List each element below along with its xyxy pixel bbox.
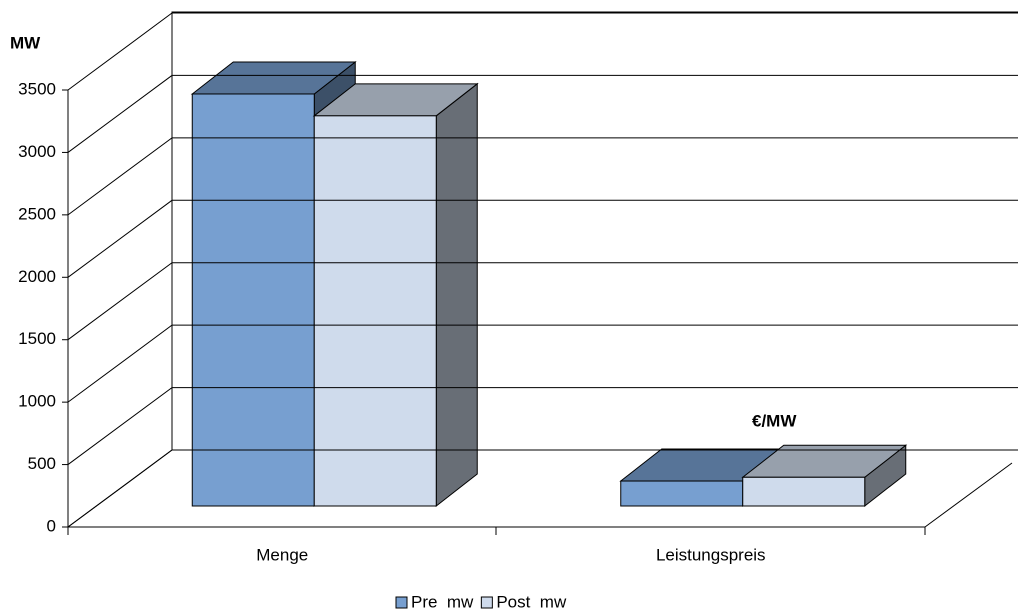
legend-swatch bbox=[395, 596, 408, 609]
bar bbox=[191, 93, 315, 507]
y-tick-label: 2000 bbox=[18, 267, 56, 286]
grid-line bbox=[67, 12, 1018, 91]
grid-line bbox=[67, 449, 1018, 528]
grid-line bbox=[67, 324, 1018, 403]
y-tick-label: 1500 bbox=[18, 329, 56, 348]
bar-side bbox=[435, 82, 478, 508]
unit-label: MW bbox=[10, 33, 41, 52]
legend-label: Post mw bbox=[496, 592, 567, 611]
y-tick-label: 1000 bbox=[18, 392, 56, 411]
legend-label: Pre mw bbox=[411, 592, 474, 611]
y-tick-label: 0 bbox=[47, 516, 56, 535]
bars bbox=[190, 60, 908, 508]
grid-line bbox=[67, 199, 1018, 278]
unit-label: €/MW bbox=[752, 411, 797, 430]
bar bbox=[620, 480, 744, 507]
y-tick-label: 3000 bbox=[18, 142, 56, 161]
x-tick-label: Leistungspreis bbox=[656, 545, 766, 564]
back-wall bbox=[171, 11, 1018, 450]
legend-swatch bbox=[480, 596, 493, 609]
y-tick-label: 500 bbox=[28, 454, 56, 473]
grid-line bbox=[67, 74, 1018, 153]
grid-line bbox=[67, 137, 1018, 216]
bar bbox=[313, 115, 437, 507]
y-tick-label: 3500 bbox=[18, 79, 56, 98]
floor-edge bbox=[924, 462, 1013, 528]
y-tick-label: 2500 bbox=[18, 204, 56, 223]
grid-line bbox=[67, 387, 1018, 465]
grid-line bbox=[67, 262, 1018, 341]
bar bbox=[742, 476, 866, 507]
x-tick-label: Menge bbox=[256, 545, 308, 564]
